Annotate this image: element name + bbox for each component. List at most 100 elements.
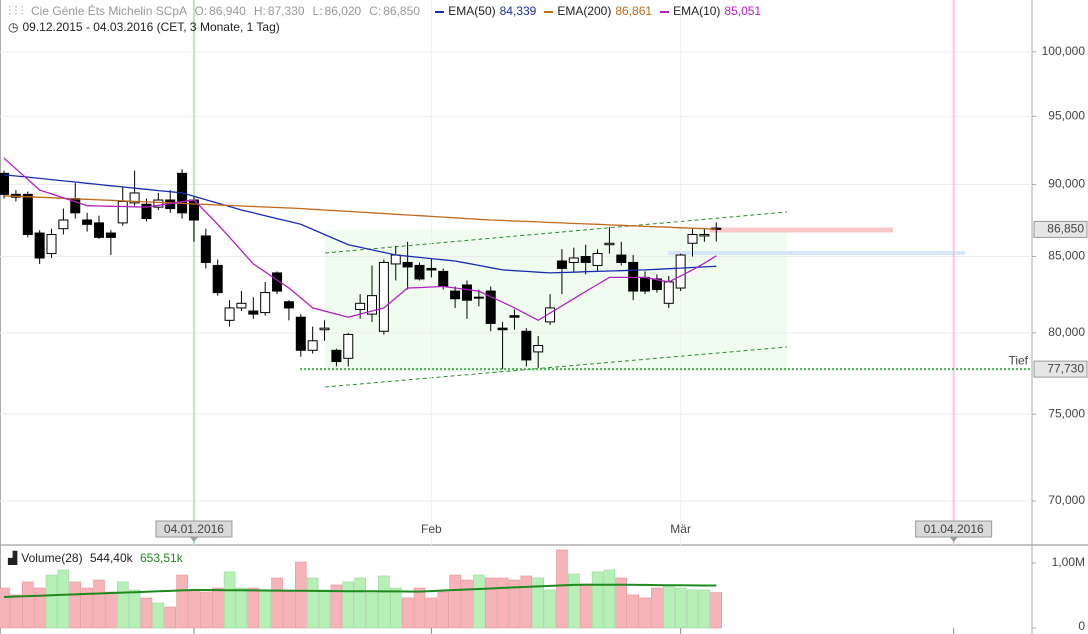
ohlc-item: H: 87,330 (254, 4, 309, 18)
ohlc-value: 87,330 (267, 4, 305, 18)
volume-bar (579, 583, 592, 629)
candle-body (521, 330, 532, 361)
candle-body (509, 315, 520, 318)
candle-body (236, 302, 247, 309)
volume-bar (437, 591, 449, 629)
volume-bar (81, 587, 93, 629)
candle-body (604, 242, 615, 246)
x-label-pointer (949, 537, 958, 542)
ohlc-key: L: (312, 4, 323, 18)
volume-bar (330, 584, 343, 629)
volume-bar (57, 569, 70, 629)
candle-body (82, 219, 93, 225)
legend-swatch (435, 10, 445, 13)
volume-average (3, 583, 717, 598)
candle-body (675, 254, 686, 289)
candle-body (260, 292, 271, 314)
volume-bar (401, 597, 414, 629)
candle-body (378, 261, 389, 332)
candle-body (248, 310, 259, 315)
volume-bar (651, 587, 663, 629)
volume-bar (390, 587, 402, 629)
candle-body (153, 199, 164, 208)
candle-body (663, 281, 674, 304)
legend-swatch (660, 10, 670, 13)
legend-swatch (544, 10, 554, 13)
candle-body (616, 254, 627, 263)
volume-header: ▟ Volume(28) 544,40k 653,51k (8, 551, 187, 565)
legend-name: EMA(10) (673, 4, 721, 18)
volume-bar (93, 579, 105, 629)
volume-bar (615, 577, 628, 629)
volume-bar (342, 581, 355, 629)
volume-bar (247, 587, 260, 629)
ohlc-key: O: (194, 4, 208, 18)
volume-bar (354, 577, 366, 629)
volume-bar (591, 571, 604, 629)
volume-bar (176, 574, 188, 629)
ema-line (3, 174, 717, 274)
candle-body (224, 307, 235, 321)
volume-bar (223, 571, 236, 629)
volume-bar (508, 579, 521, 629)
candle-body (46, 233, 57, 255)
y-tick-label: 80,000 (1048, 325, 1085, 339)
candle-body (687, 233, 698, 244)
ohlc-item: O: 86,940 (194, 4, 249, 18)
candle-body (485, 290, 496, 324)
legend-value: 84,339 (499, 4, 537, 18)
channel-upper (324, 211, 788, 254)
ohlc-key: C: (369, 4, 382, 18)
ohlc-value: 86,940 (209, 4, 246, 18)
volume-bar (378, 575, 390, 629)
price-label-box (1033, 220, 1088, 238)
candle-body (426, 267, 437, 271)
volume-title: Volume(28) (21, 551, 83, 565)
candle-body (640, 276, 651, 292)
legend-value: 86,861 (615, 4, 653, 18)
ohlc-value: 86,850 (383, 4, 420, 18)
legend-item: EMA(50) 84,339 (435, 4, 540, 18)
volume-tick-label: 1,00M (1052, 555, 1085, 569)
volume-bar (105, 591, 117, 629)
volume-bar (128, 589, 141, 629)
volume-bar (271, 577, 283, 629)
candle-body (117, 200, 128, 224)
candle-body (307, 340, 318, 351)
volume-bar (116, 581, 129, 629)
candle-body (651, 278, 662, 291)
candle-body (473, 296, 484, 299)
volume-bar (663, 584, 675, 629)
candle-body (414, 264, 425, 280)
candle-body (592, 253, 603, 266)
volume-bar (188, 589, 200, 629)
candle-body (200, 235, 211, 263)
volume-bar (413, 587, 426, 629)
candle-body (355, 302, 366, 310)
volume-bar (496, 577, 509, 629)
clock-icon: ◷ (8, 20, 19, 34)
x-tick-label: Feb (421, 522, 442, 536)
candle-body (331, 349, 342, 363)
price-label-box (1033, 360, 1088, 378)
range-line: ◷ 09.12.2015 - 04.03.2016 (CET, 3 Monate,… (8, 20, 284, 34)
x-label-pointer (189, 537, 198, 542)
candle-body (34, 232, 45, 259)
candle-body (105, 232, 116, 238)
background (324, 211, 965, 388)
price-label: 86,850 (1047, 222, 1084, 236)
volume-bar (544, 589, 556, 629)
ema-line (3, 195, 717, 230)
header-line: ⫶ ⫶ ⫶ Cie Génle Éts Michelin SCpA O: 86,9… (8, 4, 773, 19)
candle-body (533, 345, 544, 353)
ohlc-key: H: (253, 4, 266, 18)
x-tick-label: Mär (670, 522, 691, 536)
candle-body (272, 272, 283, 292)
candle-body (580, 256, 591, 263)
legend-name: EMA(200) (557, 4, 612, 18)
legend-name: EMA(50) (448, 4, 496, 18)
y-tick-label: 70,000 (1048, 493, 1085, 507)
candle-body (367, 295, 378, 315)
